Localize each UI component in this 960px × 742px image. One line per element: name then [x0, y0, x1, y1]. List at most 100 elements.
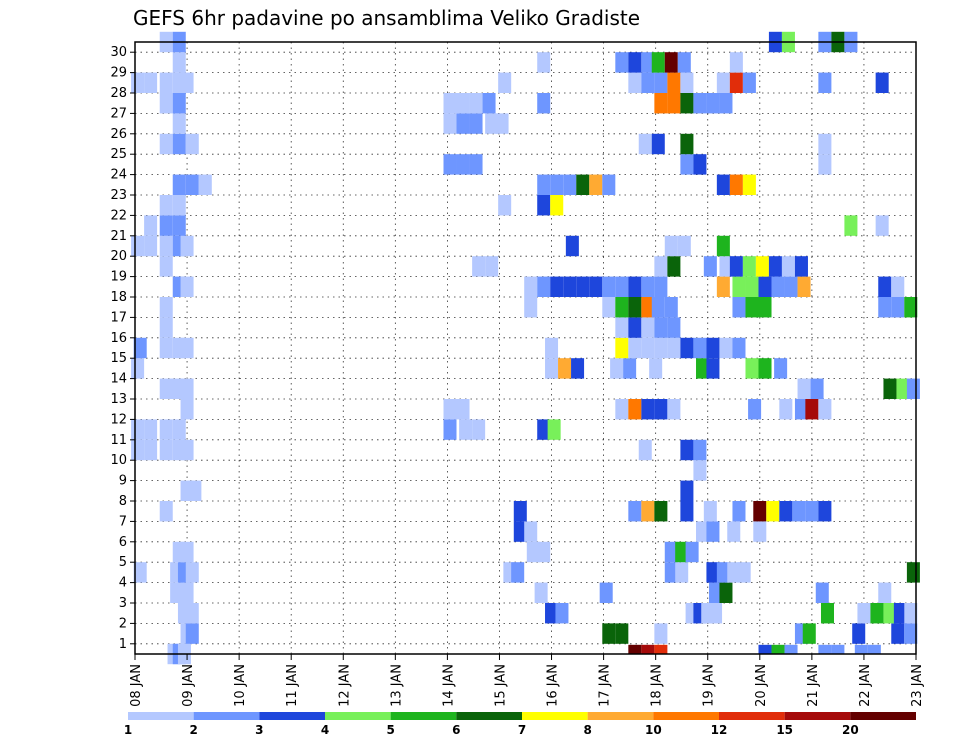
y-tick-label: 13 [110, 392, 127, 407]
x-tick-label: 15 JAN [493, 664, 508, 707]
legend-label: 10 [645, 723, 662, 737]
precip-cell [758, 644, 772, 654]
precip-cell [185, 174, 199, 195]
precip-cell [706, 358, 720, 379]
precip-cell [719, 256, 733, 277]
y-tick-label: 10 [110, 453, 127, 468]
legend-swatch [587, 712, 654, 720]
precip-cell [589, 276, 603, 297]
x-tick-label: 21 JAN [806, 664, 821, 707]
x-tick-label: 11 JAN [285, 664, 300, 707]
precip-cell [818, 72, 832, 93]
precip-cell [667, 256, 681, 277]
precip-cell [820, 603, 834, 624]
precip-cell [716, 235, 730, 257]
y-tick-label: 8 [119, 494, 127, 509]
precip-cell [753, 521, 767, 542]
y-tick-label: 14 [110, 372, 127, 387]
precip-cell [818, 133, 832, 155]
precip-cell [495, 113, 509, 134]
precip-cell [784, 276, 798, 297]
precip-cell [875, 215, 889, 236]
precip-cell [706, 521, 720, 542]
precip-cell [159, 501, 173, 522]
precip-cell [133, 562, 147, 583]
precip-cell [680, 439, 694, 461]
legend-swatch [522, 712, 588, 720]
precip-cell [797, 276, 811, 297]
precip-cell [693, 337, 707, 359]
precip-cell [878, 297, 892, 318]
precip-cell [891, 276, 905, 297]
y-tick-label: 1 [119, 637, 127, 652]
y-tick-label: 23 [110, 188, 127, 203]
precip-cell [727, 521, 741, 542]
precip-cell [737, 562, 751, 583]
precip-cell [797, 378, 811, 399]
precip-cell [550, 195, 564, 216]
precip-cell [628, 337, 642, 359]
precip-cell [732, 276, 746, 297]
precip-cell [667, 317, 681, 338]
y-tick-label: 7 [119, 514, 127, 529]
y-tick-label: 27 [110, 106, 127, 121]
precip-cell [818, 154, 832, 175]
precip-cell [472, 419, 486, 440]
precip-cell [875, 72, 889, 93]
precip-cell [159, 317, 173, 338]
precip-cell [628, 644, 642, 654]
precip-cell [779, 399, 793, 420]
precip-cell [883, 603, 897, 624]
plot-frame [134, 41, 917, 655]
precip-cell [545, 337, 559, 359]
legend-swatch [193, 712, 260, 720]
y-tick-label: 2 [119, 616, 127, 631]
precip-cell [693, 93, 707, 114]
precip-cell [732, 337, 746, 359]
precip-cell [651, 133, 665, 155]
precip-cell [443, 93, 457, 114]
precip-cell [159, 72, 173, 93]
legend-label: 2 [189, 723, 197, 737]
y-tick-label: 15 [110, 351, 127, 366]
precip-cell [904, 603, 918, 624]
precip-cell [526, 541, 540, 563]
precip-cell [172, 419, 186, 440]
precip-cell [641, 317, 655, 338]
precip-cell [144, 439, 158, 461]
x-tick-label: 09 JAN [181, 664, 196, 707]
x-tick-label: 23 JAN [910, 664, 925, 707]
precip-cell [172, 133, 186, 155]
precip-cell [638, 439, 652, 461]
precip-cell [753, 501, 767, 522]
precip-cell [716, 276, 730, 297]
precip-cell [537, 93, 551, 114]
x-tick-label: 17 JAN [598, 664, 613, 707]
precip-cell [781, 256, 795, 277]
precip-cell [159, 297, 173, 318]
precip-cell [696, 521, 710, 542]
y-tick-label: 5 [119, 555, 127, 570]
precip-cell [498, 72, 512, 93]
precip-cell [485, 256, 499, 277]
y-tick-label: 11 [110, 433, 127, 448]
precip-cell [680, 480, 694, 501]
heatmap-cells [131, 31, 920, 665]
precip-cell [732, 501, 746, 522]
precip-cell [641, 337, 655, 359]
precip-cell [878, 276, 892, 297]
x-tick-label: 08 JAN [129, 664, 144, 707]
precip-cell [779, 501, 793, 522]
precip-cell [563, 276, 577, 297]
precip-cell [685, 541, 699, 563]
precip-cell [766, 501, 780, 522]
precip-cell [602, 297, 616, 318]
precip-cell [599, 582, 613, 603]
precip-cell [651, 297, 665, 318]
precip-cell [180, 439, 194, 461]
precip-cell [654, 256, 668, 277]
precip-cell [716, 174, 730, 195]
precip-cell [524, 521, 538, 542]
precip-cell [472, 256, 486, 277]
precip-cell [677, 52, 691, 73]
